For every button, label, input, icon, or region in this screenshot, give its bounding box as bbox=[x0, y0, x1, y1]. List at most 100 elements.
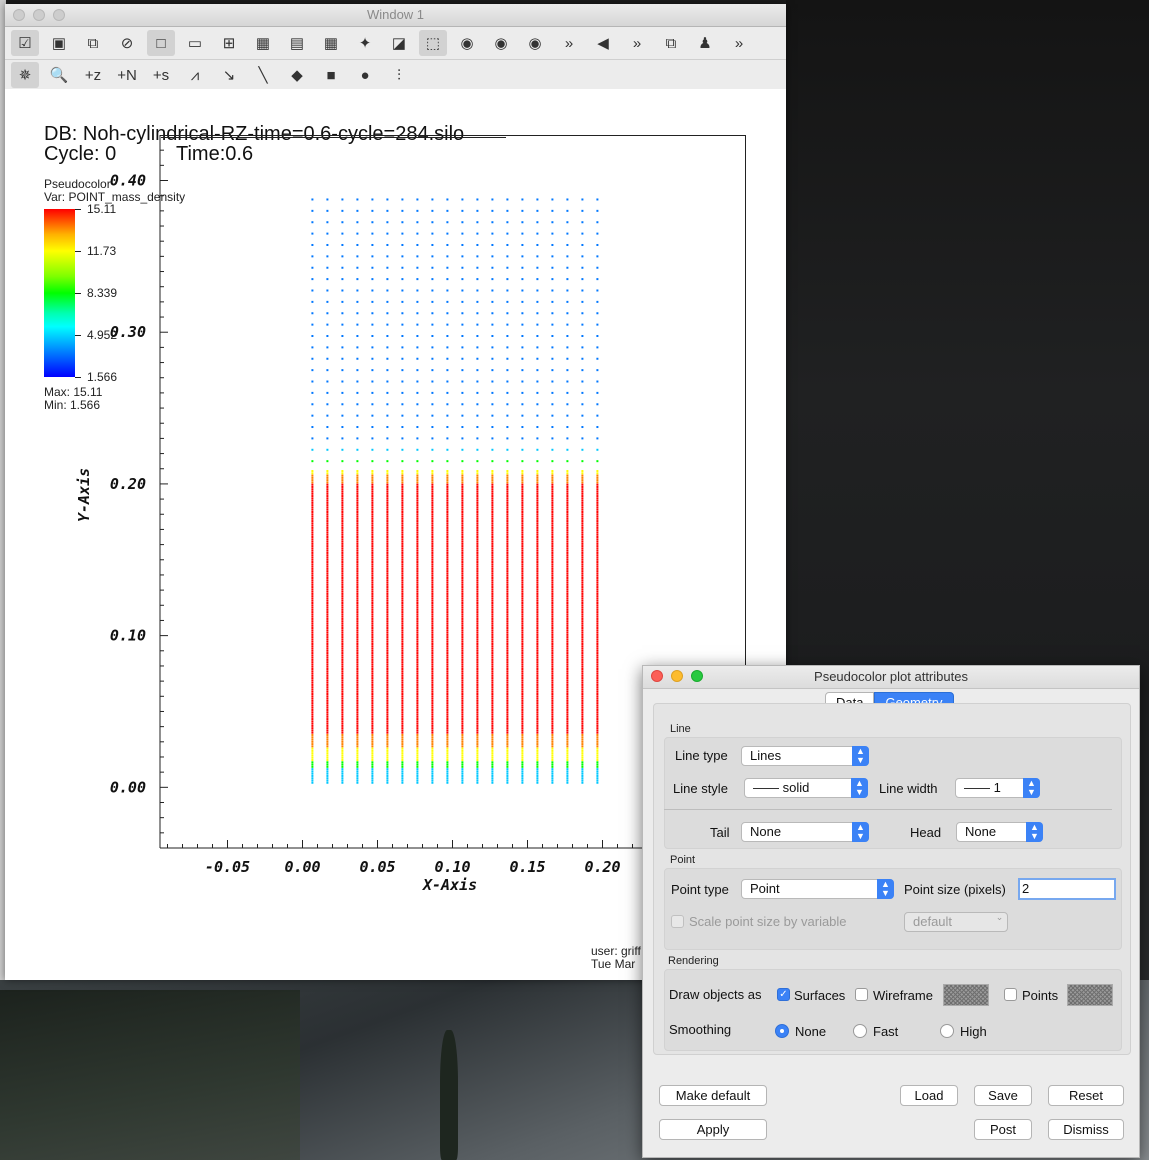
layout-2x4-icon[interactable]: ▤ bbox=[289, 35, 305, 52]
data-point bbox=[431, 533, 434, 536]
data-point bbox=[326, 499, 329, 502]
data-point bbox=[386, 278, 389, 281]
perspective-cube-icon[interactable]: ⬚ bbox=[419, 30, 447, 56]
axis-restriction-icon[interactable]: ⫶ bbox=[397, 66, 401, 84]
post-button[interactable]: Post bbox=[974, 1119, 1032, 1140]
lineout-icon[interactable]: ↘ bbox=[222, 67, 236, 84]
data-point bbox=[416, 323, 419, 326]
layout-2x2-icon[interactable]: ⊞ bbox=[222, 35, 236, 52]
data-point bbox=[386, 499, 389, 502]
wireframe-checkbox[interactable] bbox=[855, 988, 868, 1001]
checkmark-window-icon[interactable]: ☑ bbox=[11, 30, 39, 56]
layout-2x3-icon[interactable]: ▦ bbox=[255, 35, 271, 52]
data-point bbox=[356, 738, 359, 741]
data-point bbox=[446, 574, 449, 577]
camera-green-icon[interactable]: ◉ bbox=[460, 35, 474, 52]
node-pick-icon[interactable]: +N bbox=[117, 66, 137, 84]
data-point bbox=[386, 642, 389, 645]
point-type-select[interactable]: Point ▲ ▼ bbox=[741, 879, 894, 899]
smoothing-none-radio[interactable] bbox=[775, 1024, 789, 1038]
data-point bbox=[356, 677, 359, 680]
data-point bbox=[341, 479, 344, 482]
previous-frame-icon[interactable]: ◀ bbox=[597, 35, 609, 52]
more-chevron-icon[interactable]: » bbox=[564, 34, 574, 52]
data-point bbox=[506, 508, 509, 511]
data-point bbox=[596, 683, 599, 686]
data-point bbox=[326, 492, 329, 495]
curve-pick-icon[interactable]: ⩘ bbox=[190, 66, 200, 84]
invert-background-icon[interactable]: ◪ bbox=[391, 35, 407, 52]
spreadsheet-pick-icon[interactable]: +s bbox=[152, 66, 170, 84]
line-tool-icon[interactable]: ╲ bbox=[258, 67, 268, 84]
box-tool-icon[interactable]: ■ bbox=[326, 66, 336, 84]
zoom-mode-icon[interactable]: 🔍 bbox=[49, 67, 69, 84]
data-point bbox=[461, 652, 464, 655]
plane-tool-icon[interactable]: ◆ bbox=[291, 67, 303, 84]
make-default-button[interactable]: Make default bbox=[659, 1085, 767, 1106]
data-point bbox=[461, 642, 464, 645]
minimize-button[interactable] bbox=[33, 9, 45, 21]
data-point bbox=[506, 699, 509, 702]
layout-1x1-icon[interactable]: □ bbox=[147, 30, 175, 56]
close-button[interactable] bbox=[13, 9, 25, 21]
data-point bbox=[401, 604, 404, 607]
line-style-select[interactable]: —— solid ▲ ▼ bbox=[744, 778, 868, 798]
reset-button[interactable]: Reset bbox=[1048, 1085, 1124, 1106]
apply-button[interactable]: Apply bbox=[659, 1119, 767, 1140]
sphere-tool-icon[interactable]: ● bbox=[360, 66, 370, 84]
smoothing-fast-radio[interactable] bbox=[853, 1024, 867, 1038]
scale-point-size-checkbox[interactable] bbox=[671, 915, 684, 928]
surfaces-checkbox[interactable]: ✓ bbox=[777, 988, 790, 1001]
smoothing-none-label: None bbox=[795, 1024, 827, 1039]
delete-window-icon[interactable]: ⊘ bbox=[120, 35, 134, 52]
data-point bbox=[371, 729, 374, 732]
zoom-button[interactable] bbox=[691, 670, 703, 682]
navigate-mode-icon[interactable]: ✵ bbox=[11, 62, 39, 88]
save-button[interactable]: Save bbox=[974, 1085, 1032, 1106]
zoom-button[interactable] bbox=[53, 9, 65, 21]
dismiss-button[interactable]: Dismiss bbox=[1048, 1119, 1124, 1140]
camera-recenter-icon[interactable]: ◉ bbox=[494, 35, 508, 52]
data-point bbox=[431, 647, 434, 650]
camera-undo-icon[interactable]: ◉ bbox=[528, 35, 542, 52]
tools-icon[interactable]: ♟ bbox=[698, 35, 712, 52]
minimize-button[interactable] bbox=[671, 670, 683, 682]
more-chevron-icon[interactable]: » bbox=[734, 34, 744, 52]
data-point bbox=[371, 554, 374, 557]
data-point bbox=[476, 770, 479, 773]
window-titlebar[interactable]: Window 1 bbox=[5, 4, 786, 27]
spin-mode-icon[interactable]: ✦ bbox=[358, 35, 372, 52]
data-point bbox=[416, 520, 419, 523]
dialog-titlebar[interactable]: Pseudocolor plot attributes bbox=[643, 666, 1139, 689]
scale-variable-select[interactable]: default ⌄ bbox=[904, 912, 1008, 932]
data-point bbox=[356, 652, 359, 655]
new-window-icon[interactable]: ▣ bbox=[51, 35, 67, 52]
data-point bbox=[461, 649, 464, 652]
data-point bbox=[386, 357, 389, 360]
data-point bbox=[476, 708, 479, 711]
line-width-select[interactable]: —— 1 ▲ ▼ bbox=[955, 778, 1040, 798]
zone-pick-icon[interactable]: +z bbox=[84, 66, 102, 84]
data-point bbox=[446, 686, 449, 689]
tail-select[interactable]: None ▲ ▼ bbox=[741, 822, 869, 842]
data-point bbox=[491, 558, 494, 561]
points-checkbox[interactable] bbox=[1004, 988, 1017, 1001]
data-point bbox=[386, 733, 389, 736]
smoothing-high-radio[interactable] bbox=[940, 1024, 954, 1038]
layout-1x2-icon[interactable]: ▭ bbox=[187, 35, 203, 52]
layout-3x3-icon[interactable]: ▦ bbox=[323, 35, 339, 52]
data-point bbox=[476, 738, 479, 741]
wireframe-color-button[interactable] bbox=[943, 984, 989, 1006]
data-point bbox=[356, 572, 359, 575]
load-button[interactable]: Load bbox=[900, 1085, 958, 1106]
close-button[interactable] bbox=[651, 670, 663, 682]
more-chevron-icon[interactable]: » bbox=[632, 34, 642, 52]
head-select[interactable]: None ▲ ▼ bbox=[956, 822, 1043, 842]
line-type-select[interactable]: Lines ▲ ▼ bbox=[741, 746, 869, 766]
data-point bbox=[326, 504, 329, 507]
points-color-button[interactable] bbox=[1067, 984, 1113, 1006]
clone-window-icon[interactable]: ⧉ bbox=[87, 34, 99, 52]
point-size-input[interactable]: 2 bbox=[1018, 878, 1116, 900]
lock-view-icon[interactable]: ⧉ bbox=[665, 34, 677, 52]
data-point bbox=[521, 531, 524, 534]
